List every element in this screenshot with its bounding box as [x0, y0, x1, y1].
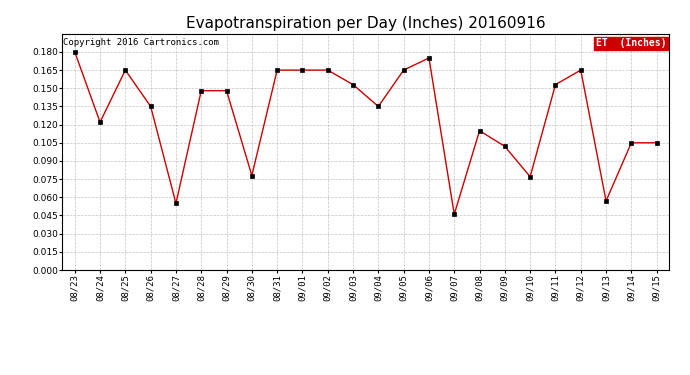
Title: Evapotranspiration per Day (Inches) 20160916: Evapotranspiration per Day (Inches) 2016… [186, 16, 546, 31]
Text: ET  (Inches): ET (Inches) [595, 39, 667, 48]
Text: Copyright 2016 Cartronics.com: Copyright 2016 Cartronics.com [63, 39, 219, 48]
